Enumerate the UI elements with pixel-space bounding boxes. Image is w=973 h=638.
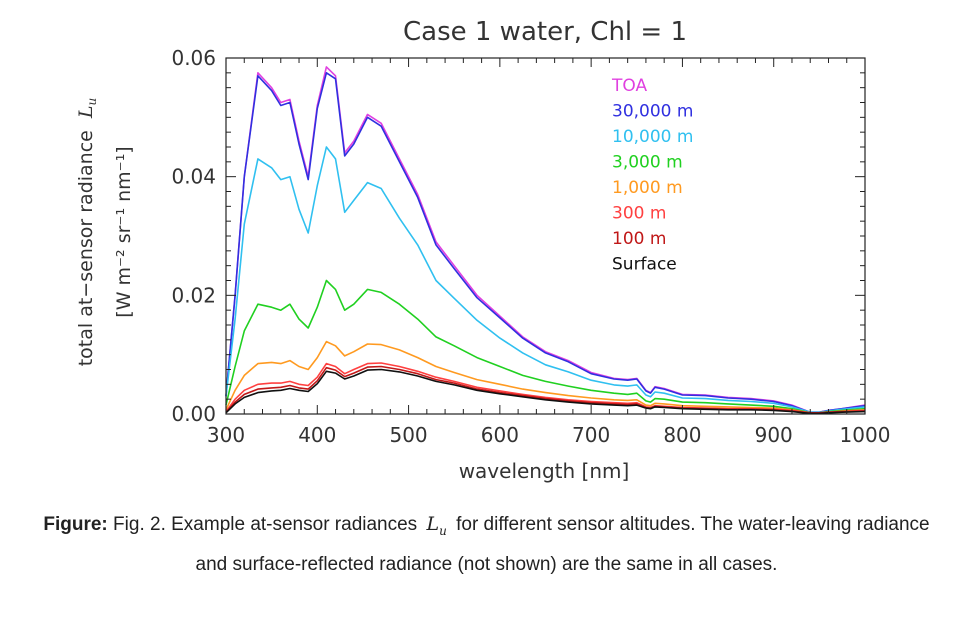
y-axis-label-subscript: u bbox=[85, 98, 99, 106]
y-axis-label-text: total at−sensor radiance bbox=[75, 130, 97, 366]
legend-entry-1: 30,000 m bbox=[612, 102, 693, 122]
x-tick-label: 300 bbox=[207, 423, 245, 447]
radiance-chart: Case 1 water, Chl = 1 total at−sensor ra… bbox=[75, 17, 890, 483]
caption-symbol-letter: L bbox=[426, 513, 440, 535]
series-line-2 bbox=[225, 146, 866, 413]
series-line-1 bbox=[225, 72, 866, 413]
plot-area bbox=[225, 66, 866, 415]
x-axis-label: wavelength [nm] bbox=[459, 459, 630, 483]
x-tick-label: 600 bbox=[481, 423, 519, 447]
svg-text:total at−sensor radiance: total at−sensor radiance Lu bbox=[75, 98, 99, 367]
y-tick-label: 0.02 bbox=[171, 283, 216, 307]
x-tick-label: 500 bbox=[389, 423, 427, 447]
y-tick-label: 0.04 bbox=[171, 165, 216, 189]
x-tick-label: 700 bbox=[572, 423, 610, 447]
y-axis-units: [W m⁻² sr⁻¹ nm⁻¹] bbox=[113, 146, 135, 317]
y-axis-label: total at−sensor radiance Lu [W m⁻² sr⁻¹ … bbox=[75, 98, 135, 367]
plot-frame bbox=[225, 57, 866, 415]
x-tick-label: 800 bbox=[663, 423, 701, 447]
caption-text-after: for different sensor altitudes. The wate… bbox=[195, 514, 930, 575]
caption-text-before: Fig. 2. Example at-sensor radiances bbox=[107, 514, 423, 535]
caption-symbol: Lu bbox=[426, 513, 447, 538]
caption-label: Figure: bbox=[43, 514, 108, 535]
axes: 300 400 500 600 700 800 900 1000 0.00 0.02 0.04 0.0… bbox=[171, 46, 890, 447]
x-tick-label: 400 bbox=[298, 423, 336, 447]
legend-entry-4: 1,000 m bbox=[612, 178, 683, 198]
legend-entry-7: Surface bbox=[612, 255, 677, 275]
series-line-3 bbox=[225, 279, 866, 414]
series-line-0 bbox=[225, 66, 866, 413]
chart-title: Case 1 water, Chl = 1 bbox=[403, 17, 687, 47]
x-tick-label: 1000 bbox=[840, 423, 891, 447]
legend-entry-5: 300 m bbox=[612, 204, 666, 224]
legend-entry-2: 10,000 m bbox=[612, 127, 693, 147]
series-line-7 bbox=[225, 368, 866, 415]
y-axis-label-symbol: L bbox=[75, 105, 97, 119]
figure-caption: Figure: Fig. 2. Example at-sensor radian… bbox=[40, 508, 933, 581]
caption-symbol-subscript: u bbox=[439, 523, 447, 538]
legend-entry-3: 3,000 m bbox=[612, 153, 683, 173]
legend-entry-6: 100 m bbox=[612, 229, 666, 249]
y-tick-label: 0.00 bbox=[171, 402, 216, 426]
legend-entry-0: TOA bbox=[611, 76, 647, 96]
legend: TOA 30,000 m 10,000 m 3,000 m 1,000 m 300 m 10… bbox=[611, 76, 693, 275]
y-tick-label: 0.06 bbox=[171, 46, 216, 70]
x-tick-label: 900 bbox=[755, 423, 793, 447]
series-line-4 bbox=[225, 340, 866, 414]
